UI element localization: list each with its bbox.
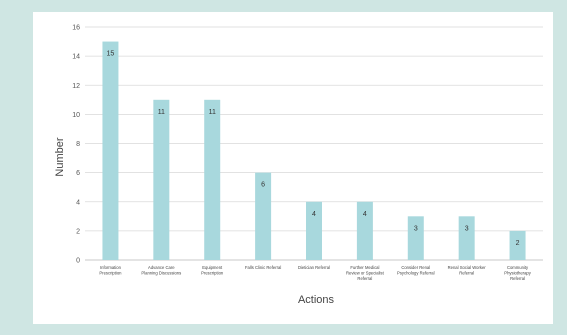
x-tick-label-line: Review or Specialist [346, 271, 385, 276]
x-tick-label-line: Prescription [201, 271, 224, 276]
x-tick-label-line: Dietician Referral [298, 265, 330, 270]
y-tick-label: 4 [76, 199, 80, 206]
y-axis-title: Number [54, 137, 66, 176]
x-tick-label-line: Community [507, 265, 529, 270]
x-tick-label-line: Further Medical [350, 265, 379, 270]
x-tick-label-line: Consider Renal [401, 265, 430, 270]
x-tick-label: Falls Clinic Referral [245, 265, 281, 270]
data-label: 11 [158, 109, 165, 116]
bar [407, 216, 424, 260]
x-tick-label-line: Advance Care [148, 265, 175, 270]
data-label: 3 [465, 225, 469, 232]
x-tick-label-line: Planning Discussions [141, 271, 181, 276]
x-tick-label: Further Medical Review or Specialist Refer… [346, 265, 385, 281]
data-label: 4 [363, 211, 367, 218]
data-label: 4 [312, 211, 316, 218]
data-label: 3 [414, 225, 418, 232]
x-tick-label: Equipment Prescription [201, 265, 224, 276]
chart-card: 0 2 4 6 8 10 12 14 16 Information Prescription Adv… [33, 12, 553, 324]
x-tick-label: Renal Social Worker Referral [448, 265, 487, 276]
x-tick-label: Consider Renal Psychology Referral [397, 265, 435, 276]
x-tick-label-line: Equipment [202, 265, 223, 270]
data-label: 15 [107, 51, 115, 58]
x-tick-label-line: Falls Clinic Referral [245, 265, 281, 270]
y-tick-label: 16 [72, 25, 80, 32]
y-tick-label: 14 [72, 54, 80, 61]
x-tick-label: Information Prescription [99, 265, 122, 276]
bar [306, 201, 322, 260]
x-tick-label: Dietician Referral [298, 265, 330, 270]
x-axis-title: Actions [298, 294, 335, 306]
x-tick-label: Advance Care Planning Discussions [141, 265, 181, 276]
y-tick-label: 12 [72, 83, 80, 90]
bar [255, 172, 272, 260]
x-tick-label-line: Information [100, 265, 122, 270]
bar [509, 230, 526, 260]
y-tick-label: 2 [76, 228, 80, 235]
x-tick-label-line: Referral [510, 276, 525, 281]
y-tick-label: 6 [76, 170, 80, 177]
x-tick-label: Community Physiotherapy Referral [504, 265, 531, 281]
x-tick-label-line: Referral [357, 276, 372, 281]
data-label: 11 [209, 109, 216, 116]
y-tick-label: 8 [76, 141, 80, 148]
y-tick-label: 10 [72, 112, 80, 119]
bar [102, 41, 119, 260]
x-tick-label-line: Referral [459, 271, 474, 276]
y-tick-label: 0 [76, 258, 80, 265]
x-tick-label-line: Prescription [99, 271, 122, 276]
x-tick-label-line: Physiotherapy [504, 271, 531, 276]
bar [204, 99, 221, 260]
data-label: 2 [516, 240, 520, 247]
bar [153, 99, 170, 260]
data-label: 6 [261, 182, 265, 189]
x-tick-label-line: Psychology Referral [397, 271, 435, 276]
bar [458, 216, 475, 260]
x-tick-label-line: Renal Social Worker [448, 265, 487, 270]
bar [356, 201, 373, 260]
